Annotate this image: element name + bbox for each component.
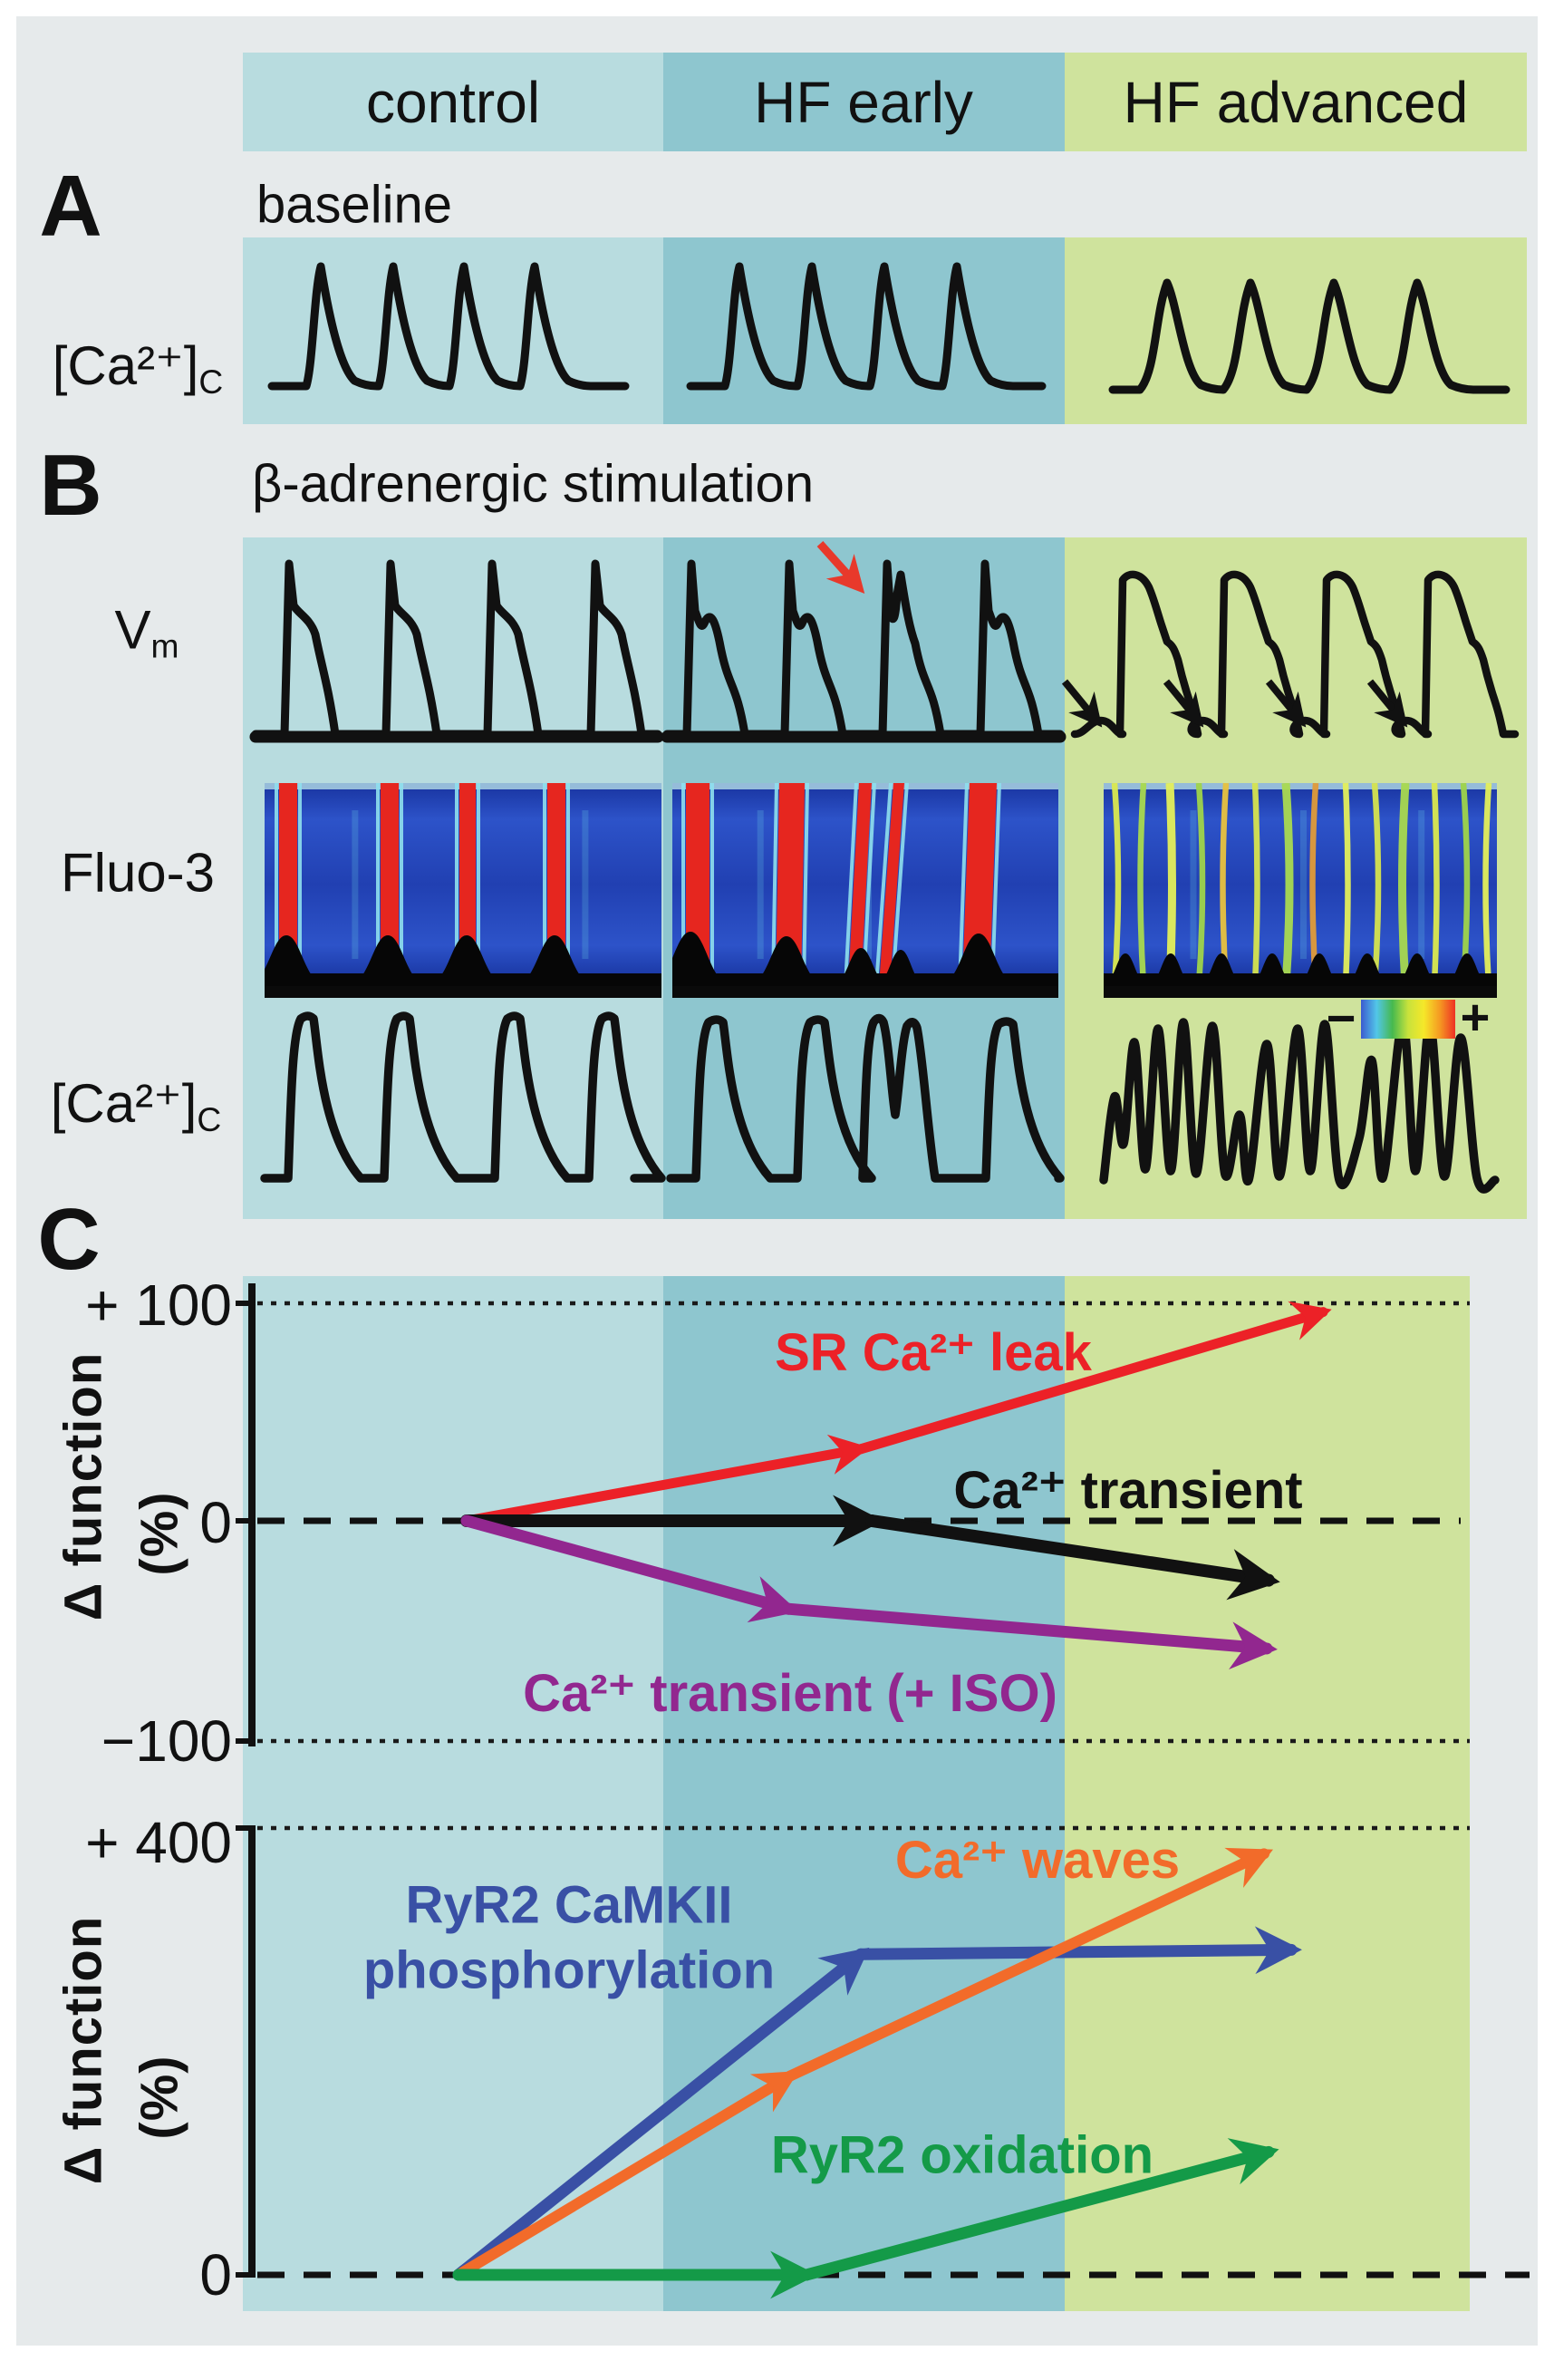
ca-label-sub: C [197, 1100, 222, 1139]
column-header-hf-early: HF early [754, 70, 973, 135]
panel-a-letter: A [39, 158, 102, 255]
dad-arrow [1366, 679, 1408, 728]
panel-b-ca-traces [260, 1011, 1500, 1194]
dad-arrow [1163, 679, 1204, 728]
panel-c-letter: C [37, 1191, 101, 1288]
panel-a-title: baseline [256, 175, 453, 235]
chart2-y-axis-label: Δ function [53, 1915, 113, 2185]
chart1-y-axis-label: Δ function [53, 1351, 113, 1621]
series-label-sr-ca-leak: SR Ca²⁺ leak [775, 1323, 1092, 1382]
colorbar-minus-label: − [1326, 989, 1356, 1047]
ca-label-sub: C [198, 363, 224, 402]
ca-label-main: [Ca²⁺] [50, 1073, 198, 1134]
fluo3-image-1 [265, 783, 661, 986]
fluo3-colorbar-gradient [1361, 1000, 1455, 1039]
vm-label-main: V [114, 599, 151, 661]
series-label-ryr2-oxidation: RyR2 oxidation [770, 2125, 1154, 2185]
chart1-y-axis-unit: (%) [130, 1491, 189, 1576]
chart2-y-axis-unit: (%) [130, 2055, 189, 2140]
chart2-graphics [236, 1825, 1530, 2299]
series-label-ca-transient-iso: Ca²⁺ transient (+ ISO) [523, 1664, 1057, 1723]
vm-label-sub: m [150, 626, 179, 665]
series-label-ca-waves: Ca²⁺ waves [894, 1831, 1181, 1890]
chart1-graphics [236, 1283, 1470, 1746]
panel-a-ca-traces [267, 262, 1511, 394]
fluo3-image-3 [1104, 783, 1497, 986]
series-label-ryr2-camkii-line2: phosphorylation [362, 1940, 776, 2000]
chart2-tick-zero: 0 [199, 2242, 232, 2307]
panel-a-row-label: [Ca²⁺]C [52, 334, 224, 402]
chart1-tick-plus100: + 100 [85, 1272, 232, 1338]
panel-b-letter: B [39, 437, 102, 534]
dad-arrow [1061, 679, 1103, 728]
fluo3-image-2 [672, 783, 1058, 986]
series-label-ryr2-camkii-line1: RyR2 CaMKII [405, 1875, 733, 1935]
vm-row-label: Vm [114, 599, 179, 665]
column-header-hf-advanced: HF advanced [1123, 70, 1469, 135]
fluo3-row-label: Fluo-3 [60, 842, 216, 904]
column-header-control: control [365, 70, 541, 135]
panel-b-vm-traces [249, 540, 1520, 743]
panel-b-ca-row-label: [Ca²⁺]C [50, 1072, 222, 1139]
colorbar-plus-label: + [1460, 988, 1491, 1046]
ca-label-main: [Ca²⁺] [52, 335, 199, 396]
ead-arrow [816, 540, 865, 594]
dad-arrow [1265, 679, 1307, 728]
chart2-tick-plus400: + 400 [85, 1810, 232, 1875]
chart1-tick-minus100: −100 [101, 1708, 232, 1774]
chart1-tick-zero: 0 [199, 1490, 232, 1555]
fluo3-linescan-images [265, 783, 1497, 998]
panel-b-title: β-adrenergic stimulation [252, 454, 815, 514]
series-label-ca-transient: Ca²⁺ transient [953, 1461, 1303, 1520]
